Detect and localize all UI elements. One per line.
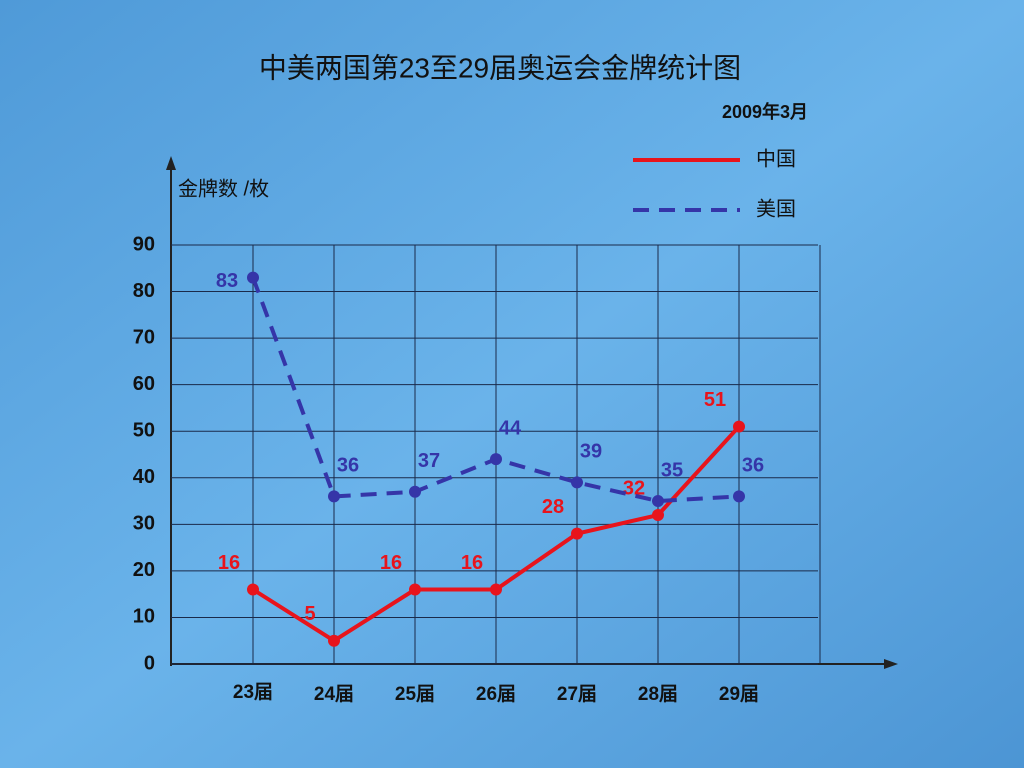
data-label: 5 <box>304 603 315 625</box>
data-point <box>571 527 583 540</box>
data-point <box>409 485 421 498</box>
x-tick-label: 23届 <box>233 681 273 703</box>
data-point <box>409 583 421 596</box>
chart-title: 中美两国第23至29届奥运会金牌统计图 <box>259 52 741 83</box>
data-label: 36 <box>742 455 764 477</box>
y-axis-label: 金牌数 /枚 <box>178 177 269 200</box>
data-point <box>247 583 259 596</box>
y-tick-label: 90 <box>133 233 155 255</box>
data-label: 16 <box>380 552 402 574</box>
data-point <box>328 490 340 503</box>
x-tick-label: 28届 <box>638 683 678 705</box>
legend-label: 美国 <box>756 197 796 220</box>
chart-subtitle: 2009年3月 <box>722 101 808 122</box>
y-tick-label: 30 <box>133 513 155 535</box>
x-tick-label: 25届 <box>395 683 435 705</box>
x-axis-arrow <box>884 659 898 669</box>
data-label: 36 <box>337 455 359 477</box>
y-tick-label: 10 <box>133 606 155 628</box>
y-tick-label: 70 <box>133 326 155 348</box>
vertical-grid <box>252 245 821 664</box>
x-tick-label: 26届 <box>476 683 516 705</box>
data-label: 83 <box>216 270 238 292</box>
x-tick-label: 27届 <box>557 683 597 705</box>
y-tick-label: 20 <box>133 559 155 581</box>
data-label: 16 <box>218 552 240 574</box>
data-label: 35 <box>661 459 683 481</box>
y-tick-label: 40 <box>133 466 155 488</box>
data-point <box>328 634 340 647</box>
data-point <box>652 495 664 508</box>
data-label: 37 <box>418 450 440 472</box>
y-tick-label: 0 <box>144 652 155 674</box>
data-label: 51 <box>704 389 726 411</box>
y-tick-label: 50 <box>133 420 155 442</box>
data-point <box>490 583 502 596</box>
data-point <box>247 271 259 284</box>
data-point <box>733 490 745 503</box>
data-label: 16 <box>461 552 483 574</box>
y-tick-label: 60 <box>133 373 155 395</box>
data-point <box>490 453 502 466</box>
data-label: 28 <box>542 496 564 518</box>
x-tick-label: 29届 <box>719 683 759 705</box>
data-label: 32 <box>623 477 645 499</box>
data-point <box>571 476 583 489</box>
y-axis-arrow <box>166 156 176 170</box>
x-tick-label: 24届 <box>314 683 354 705</box>
y-tick-label: 80 <box>133 280 155 302</box>
legend-label: 中国 <box>756 147 796 170</box>
data-point <box>652 509 664 522</box>
data-point <box>733 420 745 433</box>
data-label: 44 <box>499 417 522 439</box>
data-label: 39 <box>580 441 602 463</box>
